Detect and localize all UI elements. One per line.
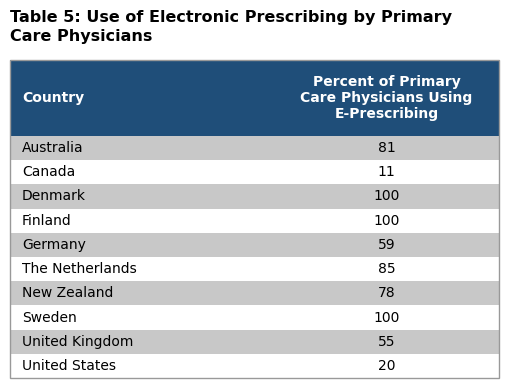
Bar xyxy=(10,185,499,208)
Text: 11: 11 xyxy=(378,165,395,179)
Text: 78: 78 xyxy=(378,286,395,300)
Text: Australia: Australia xyxy=(22,141,84,155)
Bar xyxy=(10,136,499,160)
Text: United Kingdom: United Kingdom xyxy=(22,335,133,349)
Bar xyxy=(10,208,499,233)
Text: The Netherlands: The Netherlands xyxy=(22,262,137,276)
Text: New Zealand: New Zealand xyxy=(22,286,114,300)
Text: Table 5: Use of Electronic Prescribing by Primary
Care Physicians: Table 5: Use of Electronic Prescribing b… xyxy=(10,10,452,44)
Bar xyxy=(10,305,499,330)
Text: 100: 100 xyxy=(373,214,400,228)
Bar xyxy=(10,60,499,136)
Text: 85: 85 xyxy=(378,262,395,276)
Bar xyxy=(10,257,499,281)
Text: United States: United States xyxy=(22,359,116,373)
Bar xyxy=(10,281,499,305)
Bar xyxy=(10,330,499,354)
Bar xyxy=(10,60,499,378)
Text: 55: 55 xyxy=(378,335,395,349)
Text: 59: 59 xyxy=(378,238,395,252)
Text: 100: 100 xyxy=(373,310,400,325)
Text: Sweden: Sweden xyxy=(22,310,77,325)
Text: Canada: Canada xyxy=(22,165,75,179)
Bar xyxy=(10,354,499,378)
Bar xyxy=(10,233,499,257)
Text: 20: 20 xyxy=(378,359,395,373)
Bar xyxy=(10,160,499,185)
Text: 81: 81 xyxy=(378,141,395,155)
Text: Denmark: Denmark xyxy=(22,190,86,203)
Text: Germany: Germany xyxy=(22,238,86,252)
Text: Percent of Primary
Care Physicians Using
E-Prescribing: Percent of Primary Care Physicians Using… xyxy=(301,75,473,121)
Text: Country: Country xyxy=(22,91,84,105)
Text: 100: 100 xyxy=(373,190,400,203)
Text: Finland: Finland xyxy=(22,214,72,228)
